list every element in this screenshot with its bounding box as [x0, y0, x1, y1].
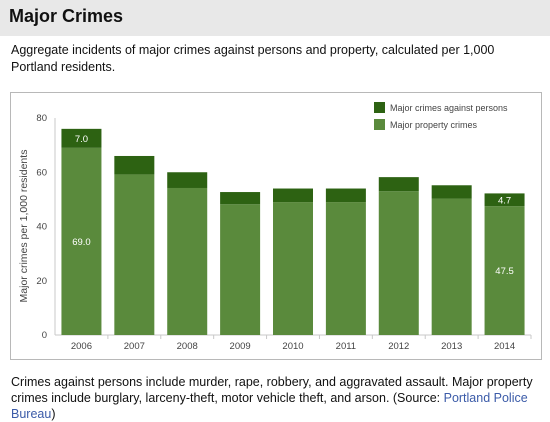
x-tick-label: 2006 [71, 341, 92, 352]
legend-swatch-property [374, 119, 385, 130]
y-tick-label: 20 [36, 276, 47, 287]
legend: Major crimes against persons Major prope… [374, 102, 508, 130]
page-title: Major Crimes [9, 6, 124, 26]
y-axis-label: Major crimes per 1,000 residents [18, 150, 30, 303]
x-tick-label: 2009 [230, 341, 251, 352]
x-tick-label: 2012 [388, 341, 409, 352]
title-bar: Major Crimes [0, 0, 550, 36]
bar-persons-crimes [220, 192, 261, 205]
x-tick-label: 2010 [282, 341, 303, 352]
bar-property-crimes [484, 206, 525, 335]
y-tick-label: 0 [42, 330, 47, 341]
bar-property-crimes [325, 202, 366, 335]
chart-container: 0 20 40 60 80 2006 2007 2008 2009 2010 2011 2012 20… [10, 92, 542, 360]
legend-label-property: Major property crimes [390, 120, 478, 130]
bar-property-crimes [61, 147, 102, 335]
stacked-bar-chart: 0 20 40 60 80 2006 2007 2008 2009 2010 2011 2012 20… [18, 102, 532, 352]
y-tick-label: 80 [36, 113, 47, 124]
bar-persons-crimes [431, 185, 472, 199]
x-tick-label: 2008 [177, 341, 198, 352]
bar-persons-crimes [167, 172, 208, 188]
y-tick-label: 40 [36, 222, 47, 233]
bar-property-crimes [273, 202, 313, 335]
x-tick-label: 2011 [336, 341, 356, 352]
footer-body: Crimes against persons include murder, r… [11, 375, 533, 405]
data-label: 69.0 [72, 237, 91, 248]
bar-property-crimes [431, 198, 472, 335]
data-label: 4.7 [498, 195, 511, 206]
bar-property-crimes [220, 204, 261, 335]
x-tick-label: 2013 [441, 341, 462, 352]
legend-label-persons: Major crimes against persons [390, 103, 508, 113]
data-label: 47.5 [495, 266, 514, 277]
bar-persons-crimes [273, 188, 313, 203]
bar-persons-crimes [325, 188, 366, 203]
y-tick-label: 60 [36, 167, 47, 178]
bar-persons-crimes [378, 177, 419, 192]
intro-text: Aggregate incidents of major crimes agai… [11, 43, 495, 74]
footer-text: Crimes against persons include murder, r… [11, 374, 541, 422]
footer-end: ) [51, 407, 56, 421]
x-tick-label: 2014 [494, 341, 515, 352]
bar-property-crimes [378, 191, 419, 335]
data-label: 7.0 [75, 134, 88, 145]
bar-property-crimes [167, 187, 208, 335]
bar-persons-crimes [484, 193, 525, 207]
x-tick-label: 2007 [124, 341, 145, 352]
bar-persons-crimes [114, 155, 155, 175]
bar-persons-crimes [61, 128, 102, 148]
bar-property-crimes [114, 174, 155, 335]
legend-swatch-persons [374, 102, 385, 113]
